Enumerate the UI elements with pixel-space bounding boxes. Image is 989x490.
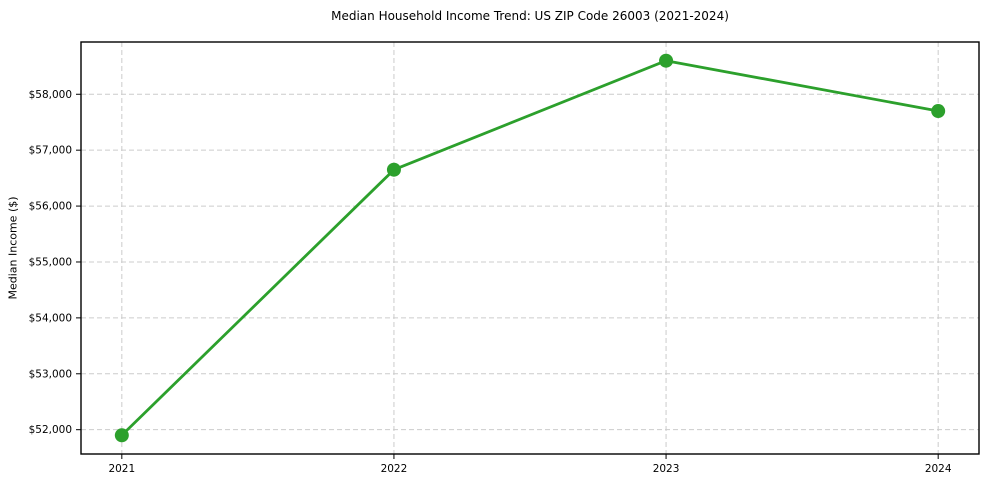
y-tick-label: $56,000 <box>29 201 72 213</box>
axes-box <box>80 41 980 455</box>
series-line <box>120 59 940 437</box>
x-tick-label: 2021 <box>108 463 135 475</box>
data-point-marker <box>114 428 129 443</box>
x-tick-label: 2022 <box>381 463 408 475</box>
x-tick-label: 2023 <box>653 463 680 475</box>
y-tick-label: $54,000 <box>29 312 72 324</box>
y-tick-label: $57,000 <box>29 145 72 157</box>
data-point-marker <box>386 162 401 177</box>
y-tick-label: $52,000 <box>29 424 72 436</box>
data-point-marker <box>659 53 674 68</box>
y-tick-label: $55,000 <box>29 256 72 268</box>
x-tick-label: 2024 <box>925 463 952 475</box>
y-tick-label: $53,000 <box>29 368 72 380</box>
data-point-marker <box>931 104 946 119</box>
y-tick-label: $58,000 <box>29 89 72 101</box>
chart-title: Median Household Income Trend: US ZIP Co… <box>331 9 729 23</box>
